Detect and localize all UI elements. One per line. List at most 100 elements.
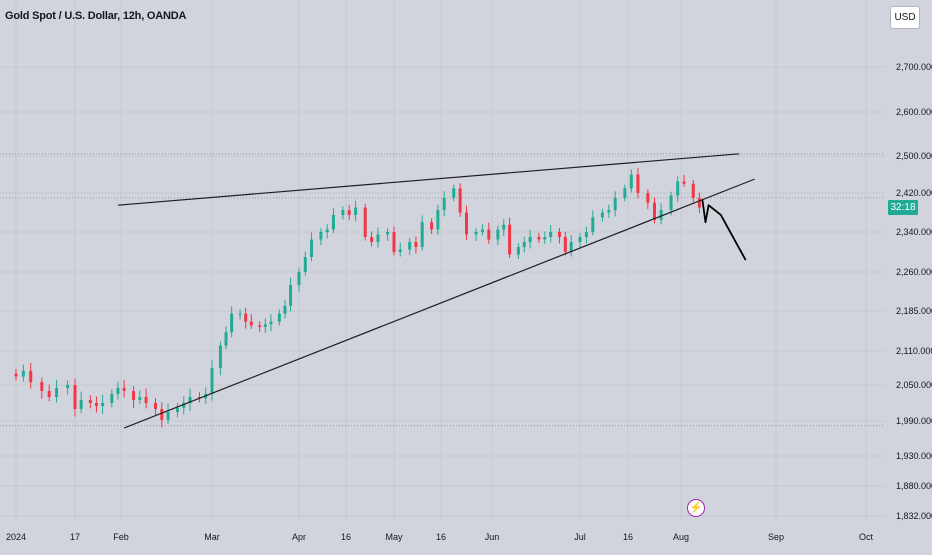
candle-body [88, 400, 92, 403]
x-tick-label: 2024 [6, 532, 26, 542]
candle-body [188, 397, 192, 403]
candle-body [29, 370, 33, 383]
y-tick-label: 1,990.000 [896, 416, 932, 426]
candle-body [508, 224, 512, 255]
candle-body [458, 188, 462, 213]
candle-body [430, 222, 434, 230]
candle-body [354, 207, 358, 215]
candle-body [653, 202, 656, 220]
candle-body [607, 210, 611, 213]
y-tick-label: 2,260.000 [896, 267, 932, 277]
candle-body [543, 237, 547, 240]
projection-path[interactable] [701, 199, 747, 261]
y-tick-label: 2,700.000 [896, 62, 932, 72]
y-tick-label: 1,880.000 [896, 481, 932, 491]
candle-body [55, 388, 59, 397]
candle-body [269, 321, 273, 325]
y-tick-label: 2,500.000 [896, 151, 932, 161]
candle-body [331, 214, 335, 230]
candle-body [636, 174, 640, 193]
candle-body [398, 249, 402, 252]
candle-body [376, 234, 380, 242]
candle-body [160, 409, 164, 420]
candle-body [110, 394, 114, 403]
x-tick-label: Apr [292, 532, 306, 542]
y-tick-label: 2,600.000 [896, 107, 932, 117]
candle-body [94, 403, 98, 406]
candle-body [502, 224, 506, 230]
lower-trendline[interactable] [123, 178, 755, 429]
candle-body [569, 242, 573, 252]
candle-body [629, 174, 633, 189]
candle-body [676, 181, 680, 196]
x-tick-label: Jun [485, 532, 500, 542]
candle-body [230, 313, 234, 333]
x-tick-label: 17 [70, 532, 80, 542]
candle-body [563, 237, 567, 252]
candle-body [386, 232, 390, 235]
y-tick-label: 2,420.000 [896, 188, 932, 198]
candle-body [452, 188, 456, 198]
candle-body [289, 285, 293, 306]
candle-body [154, 403, 158, 409]
candle-body [578, 237, 582, 242]
candle-body [516, 247, 520, 255]
candle-body [101, 403, 105, 406]
x-axis[interactable]: 2024 17 Feb Mar Apr 16 May 16 Jun Jul 16 Aug Sep Oct [6, 532, 874, 542]
candle-body [66, 385, 70, 388]
x-tick-label: 16 [341, 532, 351, 542]
candle-body [122, 388, 126, 391]
chart-title[interactable]: Gold Spot / U.S. Dollar, 12h, OANDA [5, 10, 187, 22]
candle-body [144, 397, 148, 403]
candle-body [79, 400, 83, 409]
candle-body [659, 210, 663, 220]
y-tick-label: 1,930.000 [896, 451, 932, 461]
y-tick-label: 2,110.000 [896, 346, 932, 356]
candle-body [591, 217, 595, 232]
candle-body [549, 232, 553, 237]
lightning-bolt-icon[interactable]: ⚡ [687, 499, 705, 517]
candle-body [175, 407, 179, 412]
candle-body [613, 197, 617, 211]
y-axis[interactable]: 2,700.000 2,600.000 2,500.000 2,420.000 2,34… [896, 62, 932, 521]
grid-lines [0, 0, 885, 520]
candle-body [522, 242, 526, 247]
candle-body [166, 412, 170, 420]
x-tick-label: Mar [204, 532, 220, 542]
candle-body [420, 222, 424, 247]
x-tick-label: 16 [436, 532, 446, 542]
candle-body [14, 373, 18, 377]
x-tick-label: May [385, 532, 403, 542]
candle-body [436, 210, 440, 230]
candle-body [132, 391, 136, 400]
candle-body [283, 305, 287, 314]
candle-body [138, 397, 142, 400]
candle-body [224, 332, 228, 346]
y-tick-label: 2,050.000 [896, 380, 932, 390]
x-tick-label: Feb [113, 532, 129, 542]
candle-body [442, 197, 446, 211]
candle-body [310, 239, 314, 257]
horizontal-levels [0, 153, 885, 427]
candle-body [480, 229, 484, 232]
candle-body [363, 207, 367, 237]
candle-body [584, 232, 588, 237]
candle-body [303, 257, 307, 272]
upper-trendline[interactable] [117, 153, 740, 206]
trendlines[interactable] [117, 153, 755, 429]
candle-body [40, 382, 44, 391]
candle-body [682, 181, 686, 184]
candle-body [197, 397, 201, 399]
candle-body [116, 388, 120, 394]
candle-body [414, 242, 418, 247]
currency-button[interactable]: USD [890, 6, 920, 29]
y-tick-label: 1,832.000 [896, 511, 932, 521]
candle-body [487, 229, 491, 240]
candle-body [537, 237, 541, 240]
candles [14, 168, 701, 428]
candle-body [669, 195, 673, 211]
countdown-price-tag: 32:18 [888, 200, 918, 215]
candle-body [623, 188, 627, 198]
